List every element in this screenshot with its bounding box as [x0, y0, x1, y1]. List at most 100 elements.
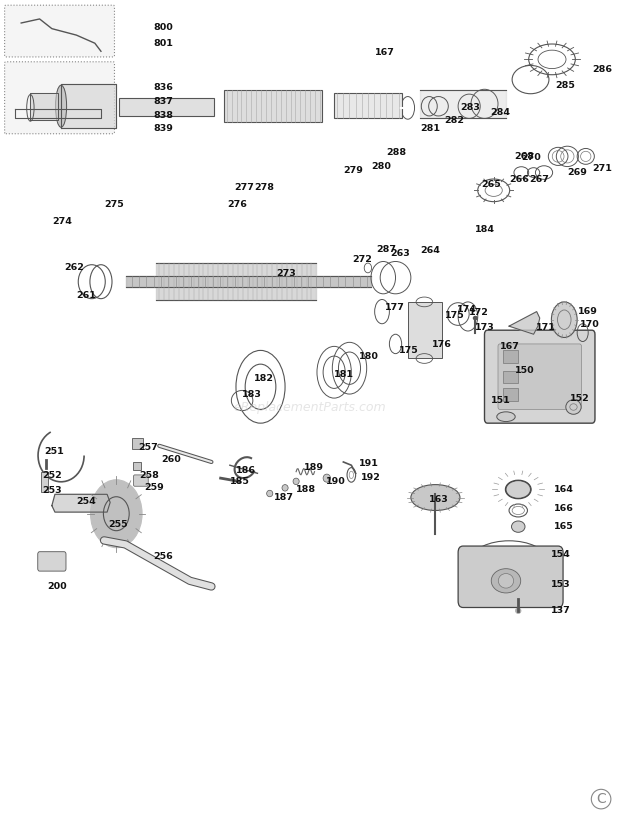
Text: 800: 800 — [153, 23, 173, 32]
Ellipse shape — [91, 479, 142, 548]
Ellipse shape — [323, 474, 330, 482]
Text: 279: 279 — [343, 165, 363, 175]
Text: 171: 171 — [536, 323, 556, 332]
FancyBboxPatch shape — [4, 62, 115, 133]
Text: 166: 166 — [554, 504, 574, 513]
Text: 182: 182 — [254, 374, 275, 383]
Ellipse shape — [474, 317, 477, 320]
Text: 270: 270 — [521, 154, 541, 163]
Polygon shape — [61, 84, 117, 128]
Bar — [133, 462, 141, 470]
Text: 260: 260 — [161, 455, 181, 464]
Ellipse shape — [552, 303, 577, 337]
Ellipse shape — [293, 478, 299, 484]
Text: 258: 258 — [139, 471, 159, 480]
Text: 287: 287 — [376, 245, 396, 254]
Text: 257: 257 — [138, 443, 157, 452]
Text: 164: 164 — [554, 485, 574, 494]
Text: 836: 836 — [153, 83, 173, 92]
Ellipse shape — [411, 484, 460, 510]
Text: 251: 251 — [44, 447, 64, 456]
Text: 265: 265 — [482, 180, 501, 189]
Text: 169: 169 — [578, 307, 598, 316]
Text: 189: 189 — [303, 463, 324, 472]
Text: 192: 192 — [361, 473, 381, 482]
Bar — [131, 438, 143, 449]
Text: 181: 181 — [334, 370, 354, 379]
Text: 175: 175 — [445, 311, 464, 320]
Text: 267: 267 — [529, 174, 549, 183]
Bar — [334, 94, 402, 117]
Text: 252: 252 — [43, 471, 63, 480]
Text: 150: 150 — [515, 366, 535, 375]
Text: 255: 255 — [108, 519, 128, 529]
Text: 256: 256 — [153, 552, 173, 561]
Text: 288: 288 — [386, 148, 407, 157]
FancyBboxPatch shape — [458, 546, 563, 607]
Bar — [41, 471, 48, 492]
Bar — [503, 370, 518, 383]
Text: 174: 174 — [457, 305, 477, 314]
FancyBboxPatch shape — [498, 344, 582, 409]
Ellipse shape — [56, 85, 66, 127]
Text: eReplacementParts.com: eReplacementParts.com — [233, 400, 386, 414]
Text: 259: 259 — [144, 484, 164, 492]
Text: 286: 286 — [592, 64, 612, 73]
Text: 176: 176 — [432, 340, 452, 349]
FancyBboxPatch shape — [133, 475, 148, 486]
Text: 167: 167 — [375, 48, 395, 58]
Text: 276: 276 — [227, 200, 247, 209]
Ellipse shape — [566, 400, 581, 414]
Text: 277: 277 — [235, 182, 255, 191]
Ellipse shape — [282, 484, 288, 491]
Text: 839: 839 — [153, 125, 173, 133]
Polygon shape — [52, 494, 110, 512]
Text: 137: 137 — [551, 606, 570, 615]
Text: 188: 188 — [296, 485, 316, 494]
Text: 163: 163 — [429, 496, 449, 505]
FancyBboxPatch shape — [484, 330, 595, 423]
Text: 190: 190 — [326, 477, 346, 486]
Text: 272: 272 — [353, 256, 373, 265]
Text: 200: 200 — [47, 582, 66, 591]
Polygon shape — [509, 312, 540, 335]
Text: 170: 170 — [580, 320, 600, 329]
Ellipse shape — [267, 490, 273, 497]
Text: 266: 266 — [509, 174, 529, 183]
Text: 271: 271 — [592, 164, 612, 173]
Text: 837: 837 — [153, 97, 173, 106]
Text: 280: 280 — [371, 162, 391, 172]
Text: C: C — [596, 792, 606, 806]
Text: 274: 274 — [52, 217, 72, 225]
Text: 167: 167 — [500, 342, 520, 351]
Text: 254: 254 — [76, 497, 96, 506]
Text: 191: 191 — [359, 459, 379, 468]
FancyBboxPatch shape — [38, 552, 66, 571]
Text: 275: 275 — [104, 200, 124, 209]
Text: 285: 285 — [555, 81, 575, 90]
Text: 278: 278 — [254, 182, 275, 191]
Text: 838: 838 — [153, 111, 173, 120]
FancyBboxPatch shape — [4, 5, 115, 57]
Polygon shape — [30, 94, 58, 120]
Ellipse shape — [512, 521, 525, 532]
Text: 264: 264 — [420, 247, 440, 256]
Text: 180: 180 — [359, 352, 379, 361]
Text: 187: 187 — [274, 493, 294, 502]
Text: 172: 172 — [469, 308, 489, 317]
Text: 263: 263 — [391, 249, 410, 258]
Bar — [120, 98, 215, 116]
Bar — [503, 388, 518, 400]
Text: 282: 282 — [445, 116, 464, 125]
Text: 173: 173 — [476, 323, 495, 332]
Text: 262: 262 — [64, 263, 84, 272]
Ellipse shape — [515, 608, 521, 614]
Text: 153: 153 — [551, 580, 570, 589]
Text: 283: 283 — [460, 103, 480, 112]
Text: 269: 269 — [567, 168, 587, 177]
Text: 284: 284 — [490, 108, 511, 117]
Text: 253: 253 — [43, 486, 62, 495]
Text: 268: 268 — [514, 152, 534, 161]
Text: 165: 165 — [554, 522, 574, 532]
Bar — [224, 90, 322, 122]
